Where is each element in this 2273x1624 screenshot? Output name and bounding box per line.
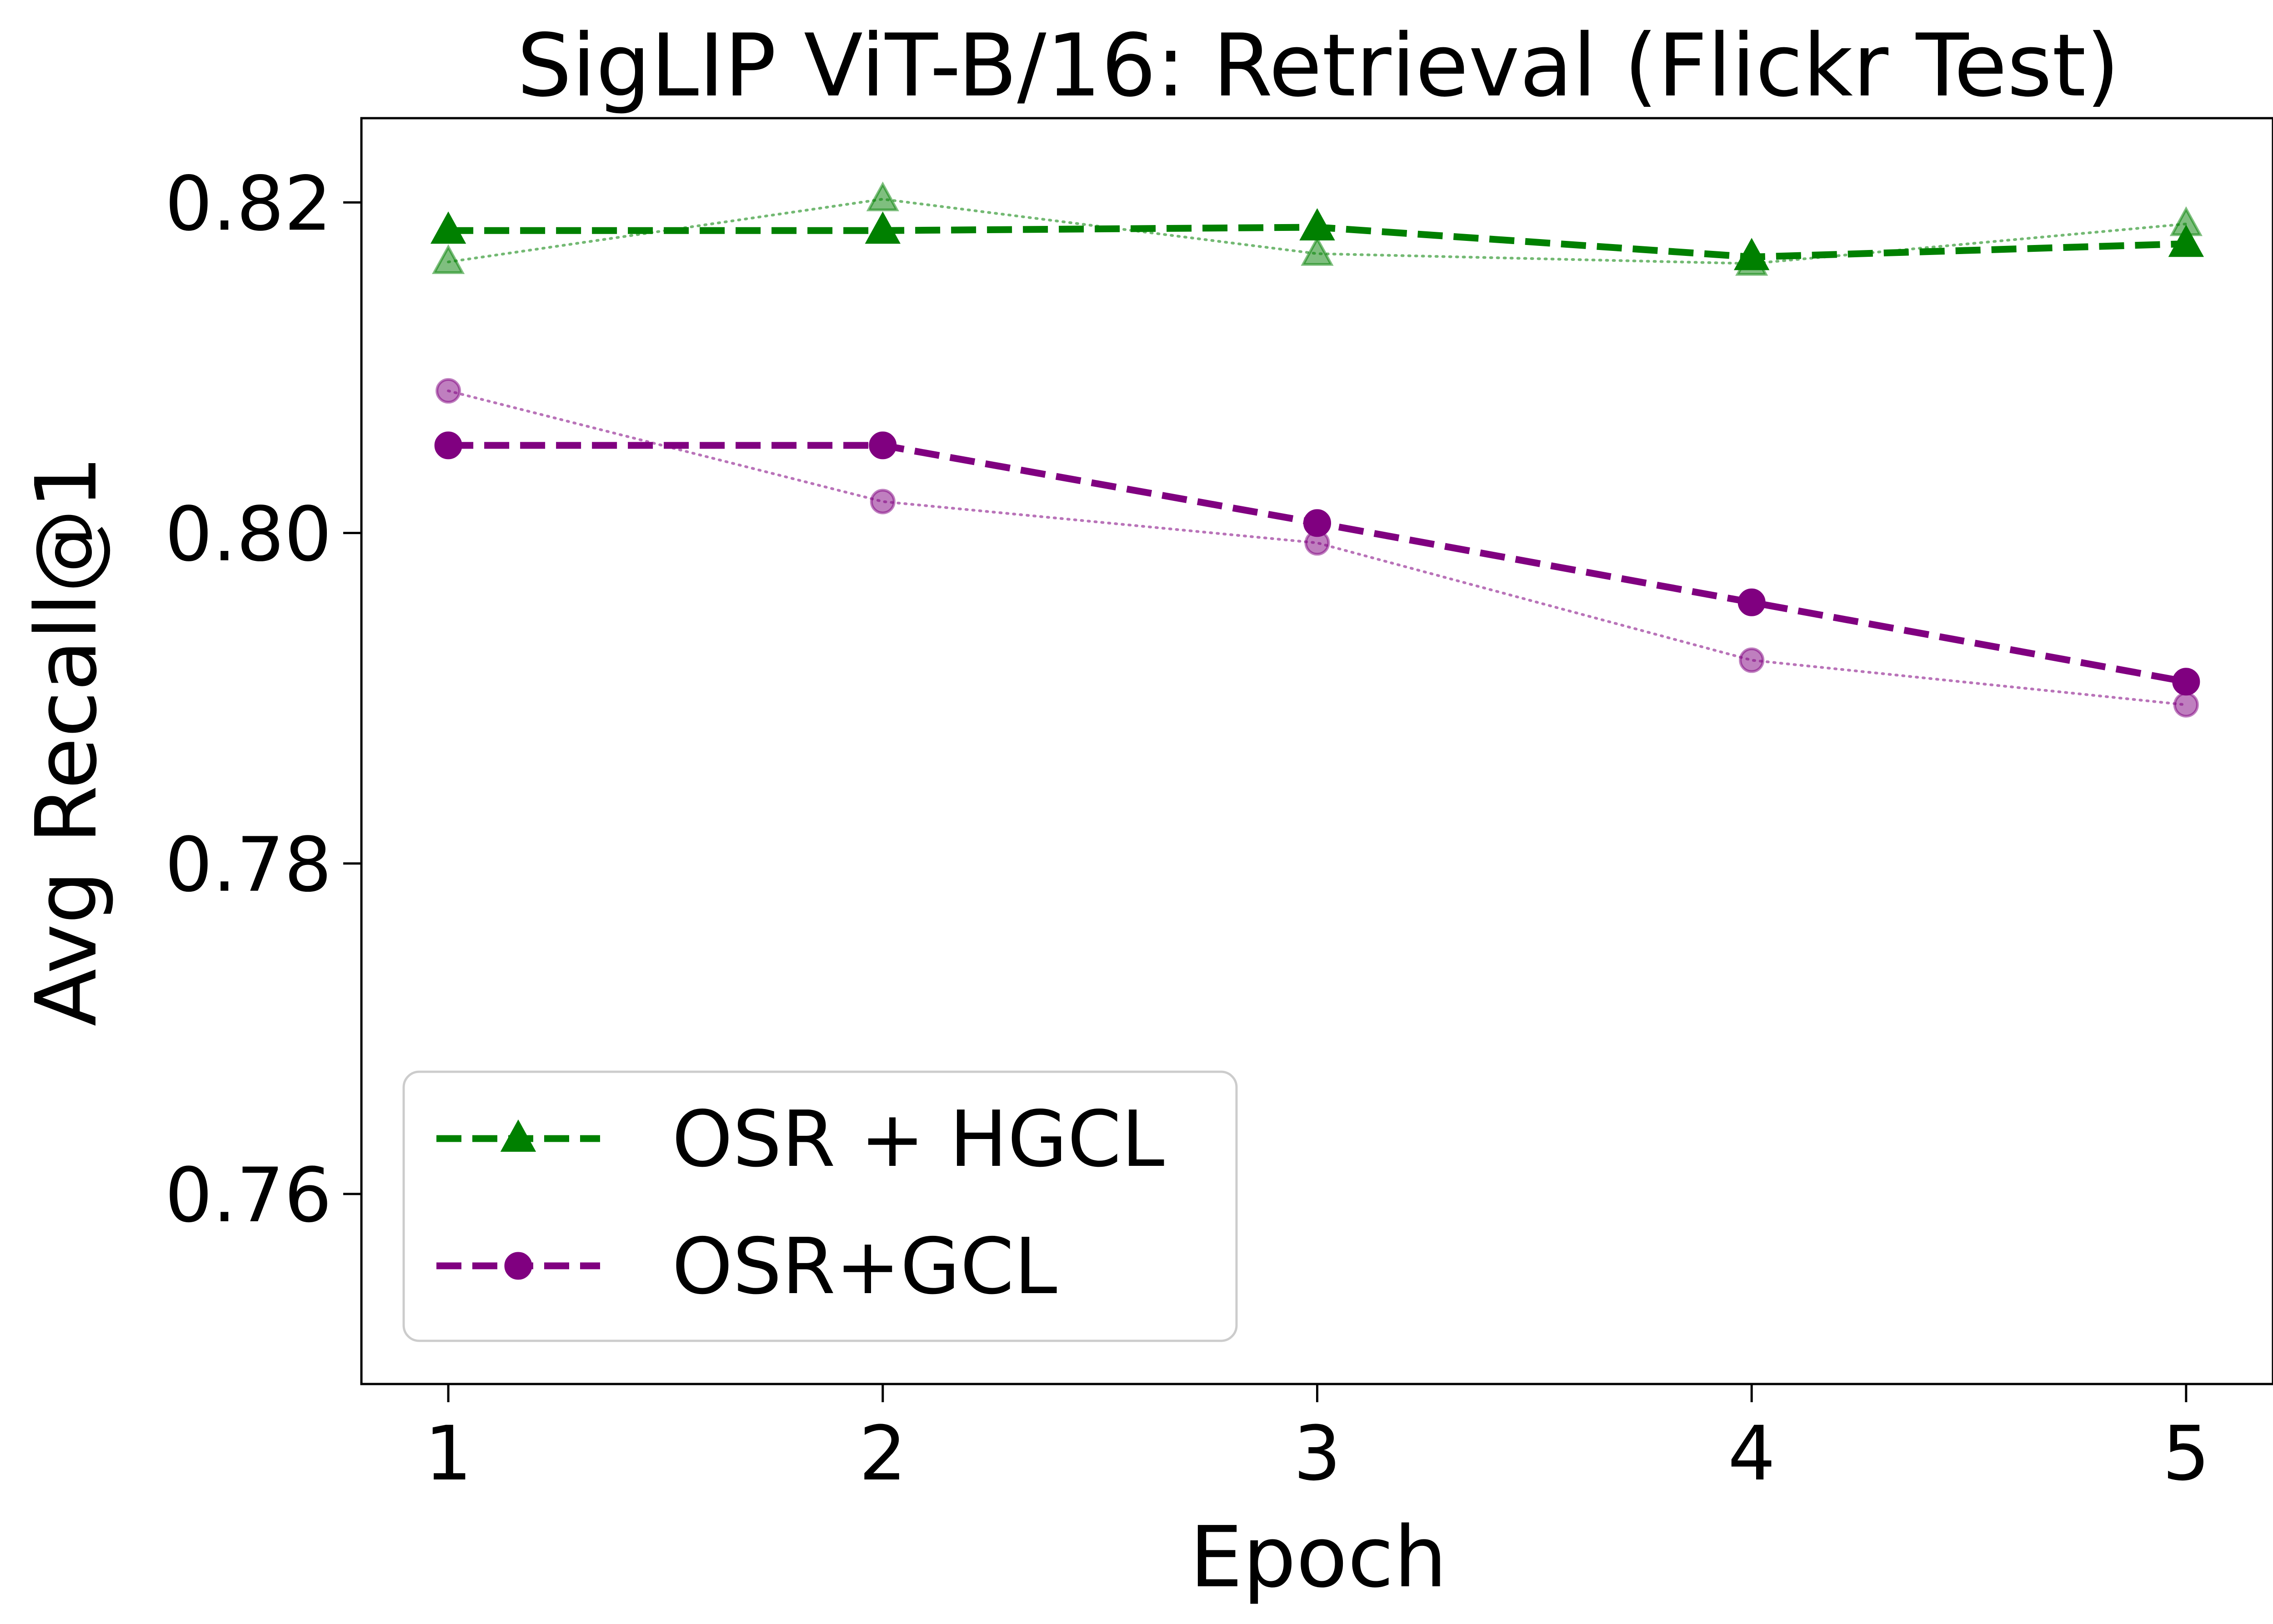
chart-title: SigLIP ViT-B/16: Retrieval (Flickr Test): [517, 15, 2119, 116]
series-point-osr-hgcl-5: [2168, 225, 2204, 257]
legend-label-osr-hgcl: OSR + HGCL: [672, 1094, 1164, 1184]
legend-marker-osr-gcl: [504, 1252, 532, 1280]
y-axis: 0.76 0.78 0.80 0.82: [165, 160, 361, 1239]
legend: OSR + HGCL OSR+GCL: [402, 1070, 1238, 1342]
y-axis-label: Avg Recall@1: [17, 455, 115, 1026]
y-tick-label-0.76: 0.76: [165, 1152, 332, 1239]
raw-point-osr-gcl-4: [1739, 647, 1765, 673]
x-axis: 1 2 3 4 5: [425, 1384, 2210, 1497]
raw-point-osr-hgcl-2: [866, 181, 899, 211]
legend-marker-osr-hgcl: [500, 1119, 536, 1152]
x-tick-label-5: 5: [2162, 1410, 2210, 1497]
x-tick-label-3: 3: [1293, 1410, 1341, 1497]
raw-point-osr-hgcl-1: [432, 244, 465, 274]
legend-label-osr-gcl: OSR+GCL: [672, 1222, 1057, 1312]
series-point-osr-hgcl-2: [865, 211, 901, 244]
raw-point-osr-gcl-5: [2173, 692, 2199, 718]
series-point-osr-gcl-5: [2172, 668, 2200, 696]
x-axis-label: Epoch: [1190, 1508, 1447, 1606]
raw-line-osr-hgcl: [447, 198, 2188, 265]
raw-point-osr-gcl-1: [436, 378, 461, 404]
series-point-osr-gcl-4: [1737, 588, 1766, 616]
series-point-osr-gcl-1: [434, 431, 462, 460]
y-tick-label-0.82: 0.82: [165, 160, 332, 247]
series-point-osr-gcl-2: [869, 431, 897, 460]
series-point-osr-gcl-3: [1303, 509, 1331, 537]
raw-point-osr-hgcl-3: [1301, 236, 1334, 266]
series-point-osr-hgcl-4: [1733, 238, 1770, 270]
x-tick-label-2: 2: [859, 1410, 906, 1497]
y-tick-label-0.80: 0.80: [165, 491, 332, 578]
main-series-layer: [430, 208, 2204, 696]
series-point-osr-hgcl-3: [1299, 208, 1335, 240]
x-tick-label-4: 4: [1728, 1410, 1776, 1497]
x-tick-label-1: 1: [425, 1410, 472, 1497]
raw-series-layer: [432, 181, 2203, 718]
y-tick-label-0.78: 0.78: [165, 821, 332, 909]
raw-point-osr-gcl-2: [870, 489, 896, 515]
series-point-osr-hgcl-1: [430, 211, 466, 244]
legend-box: [402, 1070, 1238, 1342]
raw-line-osr-gcl: [447, 389, 2188, 706]
